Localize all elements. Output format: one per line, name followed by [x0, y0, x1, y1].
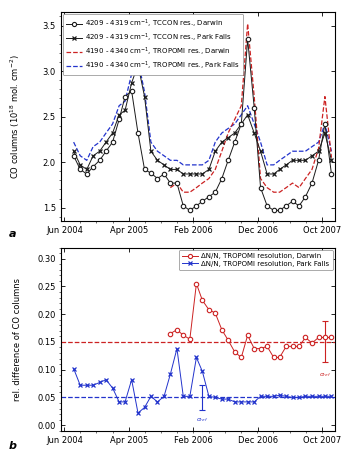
Y-axis label: CO columns (10$^{18}$ mol. cm$^{-2}$): CO columns (10$^{18}$ mol. cm$^{-2}$)	[9, 54, 22, 179]
Legend: 4209 - 4319 cm$^{-1}$, TCCON res., Darwin, 4209 - 4319 cm$^{-1}$, TCCON res., Pa: 4209 - 4319 cm$^{-1}$, TCCON res., Darwi…	[63, 14, 243, 75]
Y-axis label: rel. difference of CO columns: rel. difference of CO columns	[13, 278, 22, 401]
Text: a: a	[9, 229, 16, 239]
Text: $\sigma_{ref}$: $\sigma_{ref}$	[196, 416, 209, 424]
Legend: ΔN/N, TROPOMI resolution, Darwin, ΔN/N, TROPOMI resolution, Park Falls: ΔN/N, TROPOMI resolution, Darwin, ΔN/N, …	[179, 249, 333, 270]
Text: $\sigma_{ref}$: $\sigma_{ref}$	[319, 371, 331, 379]
Text: b: b	[9, 441, 17, 451]
